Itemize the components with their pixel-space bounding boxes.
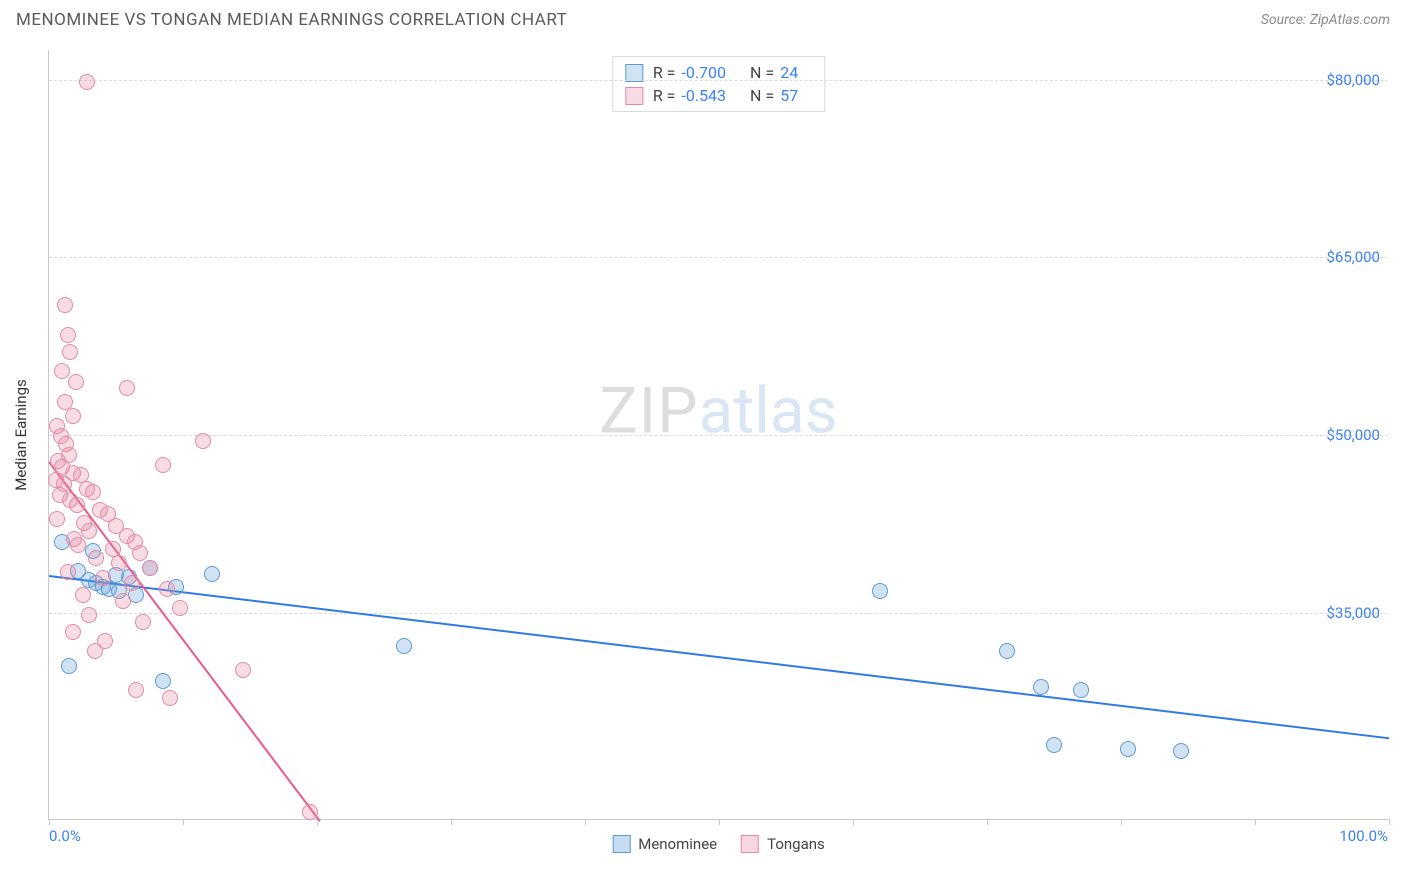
source-name: ZipAtlas.com <box>1310 12 1390 28</box>
data-point-menominee <box>999 643 1015 659</box>
scatter-chart: Median Earnings ZIPatlas R =-0.700N =24R… <box>48 50 1388 820</box>
x-tick <box>49 819 50 825</box>
data-point-tongans <box>57 297 73 313</box>
data-point-tongans <box>62 344 78 360</box>
data-point-tongans <box>159 581 175 597</box>
data-point-tongans <box>135 614 151 630</box>
x-tick <box>183 819 184 825</box>
data-point-tongans <box>75 587 91 603</box>
data-point-tongans <box>68 374 84 390</box>
y-tick-label: $65,000 <box>1326 248 1380 266</box>
legend-item: Tongans <box>741 835 825 853</box>
data-point-tongans <box>124 575 140 591</box>
data-point-tongans <box>195 433 211 449</box>
data-point-tongans <box>60 564 76 580</box>
data-point-tongans <box>87 643 103 659</box>
data-point-tongans <box>81 607 97 623</box>
source-prefix: Source: <box>1261 12 1310 28</box>
legend-label: Tongans <box>767 835 825 853</box>
data-point-tongans <box>172 600 188 616</box>
chart-header: MENOMINEE VS TONGAN MEDIAN EARNINGS CORR… <box>0 0 1406 36</box>
data-point-tongans <box>81 523 97 539</box>
data-point-tongans <box>132 545 148 561</box>
data-point-menominee <box>155 673 171 689</box>
r-label: R = <box>653 86 676 105</box>
data-point-tongans <box>65 624 81 640</box>
data-point-tongans <box>119 380 135 396</box>
y-axis-label: Median Earnings <box>12 379 30 490</box>
correlation-row-tongans: R = -0.543 N = 57 <box>625 84 812 107</box>
data-point-menominee <box>1033 679 1049 695</box>
watermark: ZIPatlas <box>599 374 837 449</box>
watermark-left: ZIP <box>599 374 698 449</box>
data-point-menominee <box>1120 741 1136 757</box>
y-tick-label: $50,000 <box>1326 426 1380 444</box>
data-point-tongans <box>302 804 318 820</box>
legend-swatch <box>612 835 630 853</box>
data-point-tongans <box>88 550 104 566</box>
grid-line <box>49 613 1388 614</box>
swatch-tongans <box>625 87 643 105</box>
data-point-tongans <box>162 690 178 706</box>
correlation-legend: R =-0.700N =24R =-0.543N =57 <box>612 56 825 112</box>
x-tick <box>451 819 452 825</box>
data-point-tongans <box>115 593 131 609</box>
x-tick-label-max: 100.0% <box>1339 827 1388 845</box>
n-value-tongans: 57 <box>780 86 798 105</box>
x-tick <box>585 819 586 825</box>
data-point-tongans <box>79 74 95 90</box>
data-point-tongans <box>155 457 171 473</box>
x-tick-label-min: 0.0% <box>49 827 81 845</box>
source-attribution: Source: ZipAtlas.com <box>1261 12 1390 28</box>
data-point-tongans <box>111 555 127 571</box>
data-point-tongans <box>65 408 81 424</box>
x-tick <box>719 819 720 825</box>
legend-swatch <box>741 835 759 853</box>
r-value-tongans: -0.543 <box>681 86 726 105</box>
x-tick <box>853 819 854 825</box>
data-point-tongans <box>60 327 76 343</box>
chart-title: MENOMINEE VS TONGAN MEDIAN EARNINGS CORR… <box>16 10 567 30</box>
legend-label: Menominee <box>638 835 717 853</box>
grid-line <box>49 80 1388 81</box>
data-point-menominee <box>396 638 412 654</box>
data-point-menominee <box>1073 682 1089 698</box>
series-legend: Menominee Tongans <box>612 835 825 853</box>
data-point-tongans <box>95 570 111 586</box>
y-tick-label: $35,000 <box>1326 604 1380 622</box>
y-tick-label: $80,000 <box>1326 71 1380 89</box>
data-point-menominee <box>1046 737 1062 753</box>
data-point-tongans <box>69 497 85 513</box>
grid-line <box>49 257 1388 258</box>
data-point-tongans <box>142 560 158 576</box>
x-tick <box>1389 819 1390 825</box>
trend-line-menominee <box>49 575 1389 739</box>
watermark-right: atlas <box>698 374 837 449</box>
grid-line <box>49 435 1388 436</box>
data-point-tongans <box>49 511 65 527</box>
data-point-tongans <box>235 662 251 678</box>
data-point-menominee <box>204 566 220 582</box>
x-tick <box>1255 819 1256 825</box>
data-point-tongans <box>85 484 101 500</box>
legend-item: Menominee <box>612 835 717 853</box>
data-point-menominee <box>1173 743 1189 759</box>
n-label: N = <box>750 86 774 105</box>
x-tick <box>1121 819 1122 825</box>
data-point-menominee <box>872 583 888 599</box>
data-point-tongans <box>70 537 86 553</box>
data-point-menominee <box>61 658 77 674</box>
trend-line-tongans <box>48 461 320 821</box>
x-tick <box>987 819 988 825</box>
data-point-tongans <box>128 682 144 698</box>
